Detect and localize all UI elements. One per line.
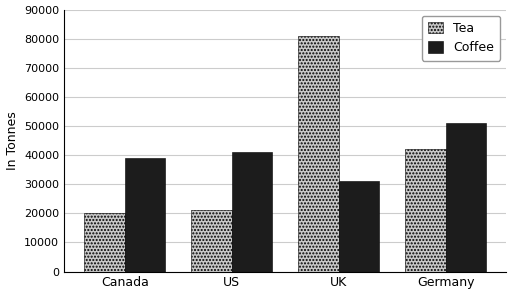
Bar <box>84 213 125 272</box>
Legend: Tea, Coffee: Tea, Coffee <box>422 16 500 60</box>
Bar <box>191 210 232 272</box>
Bar <box>232 152 272 272</box>
Bar <box>125 158 165 272</box>
Bar <box>446 123 486 272</box>
Bar <box>339 181 379 272</box>
Bar <box>405 149 446 272</box>
Y-axis label: In Tonnes: In Tonnes <box>6 111 18 170</box>
Bar <box>298 36 339 272</box>
